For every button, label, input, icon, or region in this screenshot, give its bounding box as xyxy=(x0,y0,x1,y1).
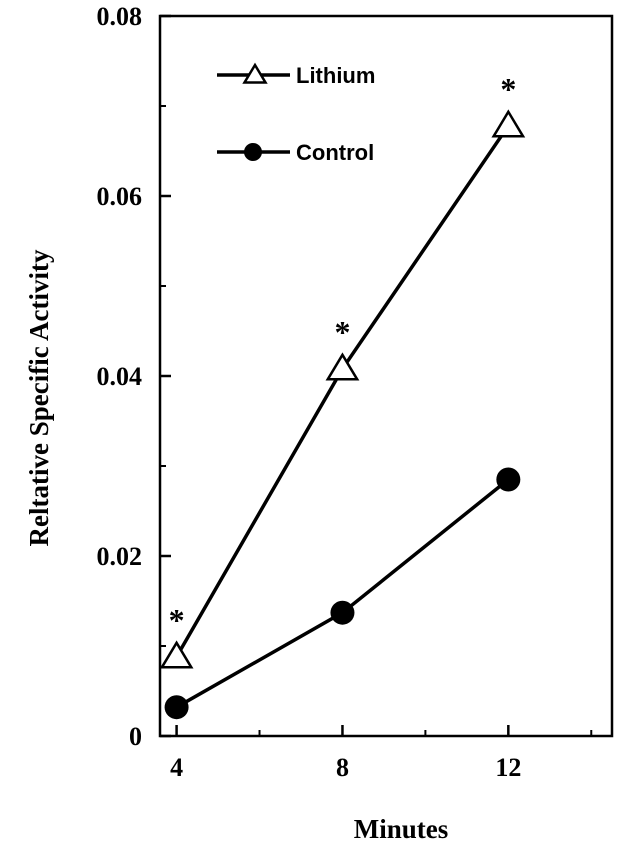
x-tick-label: 4 xyxy=(170,753,183,782)
data-point-lithium xyxy=(491,109,526,138)
data-point-lithium xyxy=(325,352,360,381)
significance-asterisk: * xyxy=(500,71,516,107)
legend-triangle-marker xyxy=(242,62,268,84)
y-tick-label: 0 xyxy=(129,722,142,751)
data-point-control xyxy=(164,695,189,720)
significance-asterisk: * xyxy=(169,602,185,638)
y-tick-label: 0.06 xyxy=(97,182,143,211)
y-tick-label: 0.02 xyxy=(97,542,143,571)
x-tick-label: 12 xyxy=(495,753,521,782)
y-tick-label: 0.08 xyxy=(97,2,143,31)
legend-label: Control xyxy=(296,140,374,165)
tick-labels: 0 0.02 0.04 0.06 0.08 4 8 12 xyxy=(97,2,522,782)
series-markers xyxy=(159,109,526,720)
significance-asterisk: * xyxy=(334,314,350,350)
y-tick-label: 0.04 xyxy=(97,362,143,391)
axis-ticks xyxy=(160,14,593,738)
x-tick-label: 8 xyxy=(336,753,349,782)
y-axis-label: Reltative Specific Activity xyxy=(24,249,54,546)
series-line-control xyxy=(175,478,510,709)
legend-circle-marker xyxy=(244,143,262,161)
legend-label: Lithium xyxy=(296,63,375,88)
significance-annotations: * * * xyxy=(169,71,517,638)
legend: Lithium Control xyxy=(217,62,375,165)
data-point-lithium xyxy=(159,640,194,669)
plot-frame xyxy=(158,14,614,738)
series-line-lithium xyxy=(175,124,510,658)
x-axis-label: Minutes xyxy=(354,814,449,844)
data-point-control xyxy=(330,600,355,625)
data-point-control xyxy=(496,467,521,492)
